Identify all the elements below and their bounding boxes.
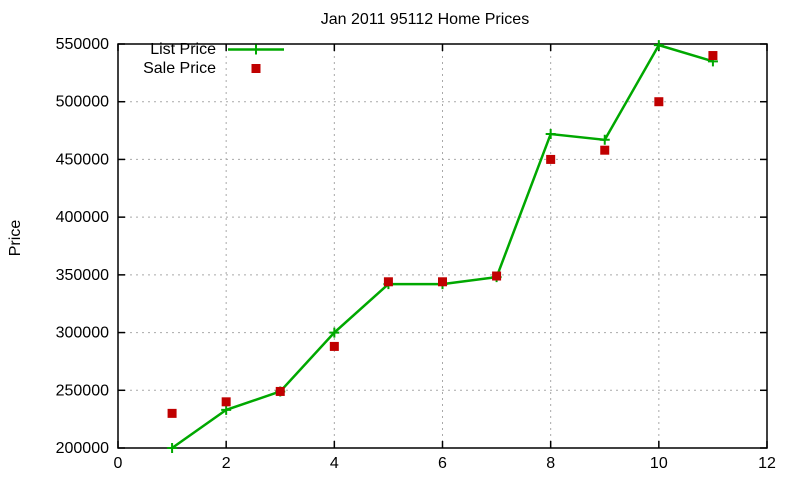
sale-price-series: [167, 51, 718, 418]
sale-price-point: [708, 51, 718, 61]
sale-price-point: [275, 386, 285, 396]
sale-price-point: [329, 341, 339, 351]
x-tick-label: 6: [438, 455, 447, 472]
x-tick-label: 8: [546, 455, 555, 472]
y-axis-title: Price: [7, 219, 24, 257]
list-price-point: [221, 404, 232, 415]
y-tick-label: 400000: [56, 209, 109, 226]
list-price-point: [545, 129, 556, 140]
legend-label-list-price: List Price: [150, 40, 216, 58]
x-tick-label: 10: [650, 455, 668, 472]
x-tick-label: 2: [222, 455, 231, 472]
sale-price-point: [600, 145, 610, 155]
x-tick-label: 4: [330, 455, 339, 472]
y-tick-label: 500000: [56, 94, 109, 111]
sale-price-point: [654, 97, 664, 107]
list-price-point: [329, 327, 340, 338]
list-price-point: [653, 40, 664, 51]
legend-item-sale-price: Sale Price: [128, 59, 284, 78]
legend: List Price Sale Price: [128, 40, 284, 78]
y-tick-label: 250000: [56, 382, 109, 399]
list-price-point: [599, 134, 610, 145]
x-tick-label: 12: [758, 455, 776, 472]
sale-price-point: [221, 397, 231, 407]
sale-price-point: [492, 271, 502, 281]
y-tick-label: 450000: [56, 151, 109, 168]
sale-price-square-sample-icon: [228, 62, 284, 75]
sale-price-point: [167, 408, 177, 418]
y-tick-label: 350000: [56, 267, 109, 284]
x-tick-label: 0: [114, 455, 123, 472]
y-tick-label: 550000: [56, 36, 109, 53]
y-tick-label: 300000: [56, 325, 109, 342]
y-tick-label: 200000: [56, 440, 109, 457]
sale-price-point: [546, 154, 556, 164]
sale-price-point: [383, 277, 393, 287]
list-price-line-sample-icon: [228, 43, 284, 56]
sale-price-point: [438, 277, 447, 287]
chart-title: Jan 2011 95112 Home Prices: [320, 11, 530, 28]
list-price-point: [167, 443, 178, 453]
legend-item-list-price: List Price: [128, 40, 284, 59]
legend-label-sale-price: Sale Price: [143, 59, 216, 77]
